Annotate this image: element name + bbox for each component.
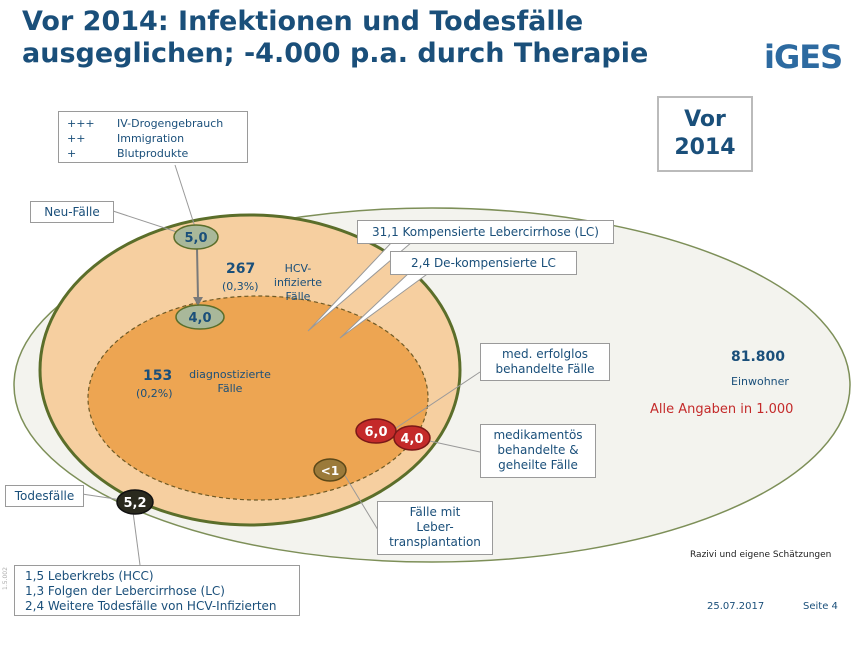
date: 25.07.2017 xyxy=(707,601,765,612)
death-row: 2,4 Weitere Todesfälle von HCV-Infiziert… xyxy=(25,599,277,613)
page-title: Vor 2014: Infektionen und Todesfälle aus… xyxy=(22,6,742,70)
erfolglos-connector xyxy=(392,371,481,431)
period-line-2: 2014 xyxy=(674,135,736,160)
title-line-2: ausgeglichen; -4.000 p.a. durch Therapie xyxy=(22,38,649,69)
transplant-label: Fälle mit Leber- transplantation xyxy=(377,501,493,555)
erfolglos-label: med. erfolglos behandelte Fälle xyxy=(480,343,610,381)
geheilt-badge xyxy=(393,425,431,451)
geheilt-label: medikamentös behandelte & geheilte Fälle xyxy=(480,424,596,478)
diag-label: diagnostizierte Fälle xyxy=(180,368,280,396)
geheilt-line-3: geheilte Fälle xyxy=(498,458,578,472)
hcv-label-line-2: infizierte xyxy=(273,276,323,289)
geheilt-badge-value: 4,0 xyxy=(400,432,423,447)
neu-connector xyxy=(112,210,181,234)
source-level: + xyxy=(67,147,77,160)
period-line-1: Vor xyxy=(684,107,726,132)
title-line-1: Vor 2014: Infektionen und Todesfälle xyxy=(22,6,584,37)
erfolglos-line-2: behandelte Fälle xyxy=(495,362,595,376)
source-level: +++ xyxy=(67,117,95,130)
einwohner-value: 81.800 xyxy=(731,349,786,365)
source-row: +++ IV-Drogengebrauch xyxy=(67,116,247,131)
neu-badge-value: 5,0 xyxy=(184,231,207,246)
erfolglos-badge xyxy=(355,418,397,444)
neu-badge xyxy=(173,224,219,250)
diagnosis-arrowhead xyxy=(193,297,203,306)
source-label: Immigration xyxy=(117,132,185,145)
todesfaelle-label: Todesfälle xyxy=(5,485,84,507)
transplant-line-3: transplantation xyxy=(389,535,481,549)
transplant-badge xyxy=(313,458,347,482)
diagnosed-ellipse xyxy=(87,295,429,501)
page-number: Seite 4 xyxy=(803,601,838,612)
death-row: 1,3 Folgen der Lebercirrhose (LC) xyxy=(25,584,225,598)
sources-box: +++ IV-Drogengebrauch ++ Immigration + B… xyxy=(58,111,248,163)
units-note: Alle Angaben in 1.000 xyxy=(650,402,794,417)
period-box: Vor 2014 xyxy=(657,96,753,172)
source-note: Razivi und eigene Schätzungen xyxy=(690,550,832,560)
transplant-line-2: Leber- xyxy=(416,520,454,534)
death-connector xyxy=(132,511,141,566)
diagnosed-badge xyxy=(175,304,225,330)
source-label: Blutprodukte xyxy=(117,147,189,160)
geheilt-connector xyxy=(424,439,481,453)
erfolglos-badge-value: 6,0 xyxy=(364,425,387,440)
source-row: + Blutprodukte xyxy=(67,146,247,161)
slide-code: 1.5.002 xyxy=(2,567,9,590)
hcv-label: HCV- infizierte Fälle xyxy=(268,262,328,304)
hcv-value: 267 xyxy=(226,261,256,277)
tod-badge-value: 5,2 xyxy=(123,496,146,511)
geheilt-line-1: medikamentös xyxy=(493,428,583,442)
source-row: ++ Immigration xyxy=(67,131,247,146)
tod-badge xyxy=(116,489,154,515)
einwohner-label: Einwohner xyxy=(731,375,789,388)
death-row: 1,5 Leberkrebs (HCC) xyxy=(25,569,154,583)
neu-faelle-label: Neu-Fälle xyxy=(30,201,114,223)
death-box: 1,5 Leberkrebs (HCC) 1,3 Folgen der Lebe… xyxy=(14,565,300,616)
diag-label-line-2: Fälle xyxy=(217,382,243,395)
diagnosed-badge-value: 4,0 xyxy=(188,311,211,326)
source-label: IV-Drogengebrauch xyxy=(117,117,224,130)
transplant-line-1: Fälle mit xyxy=(409,505,461,519)
tod-connector xyxy=(81,493,123,501)
source-level: ++ xyxy=(67,132,86,145)
geheilt-line-2: behandelte & xyxy=(497,443,579,457)
transplant-connector xyxy=(343,473,379,531)
hcv-label-line-1: HCV- xyxy=(284,262,312,275)
transplant-badge-value: <1 xyxy=(321,464,339,478)
sources-connector xyxy=(174,164,197,231)
kompensiert-label: 31,1 Kompensierte Lebercirrhose (LC) xyxy=(357,220,614,244)
erfolglos-line-1: med. erfolglos xyxy=(501,347,589,361)
iges-logo: iGES xyxy=(764,38,843,76)
dekompensiert-label: 2,4 De-kompensierte LC xyxy=(390,251,577,275)
diag-pct: (0,2%) xyxy=(136,387,173,400)
diag-value: 153 xyxy=(143,368,173,384)
hcv-label-line-3: Fälle xyxy=(285,290,311,303)
diag-label-line-1: diagnostizierte xyxy=(189,368,271,381)
hcv-pct: (0,3%) xyxy=(222,280,259,293)
diagnosis-arrow xyxy=(196,247,199,299)
